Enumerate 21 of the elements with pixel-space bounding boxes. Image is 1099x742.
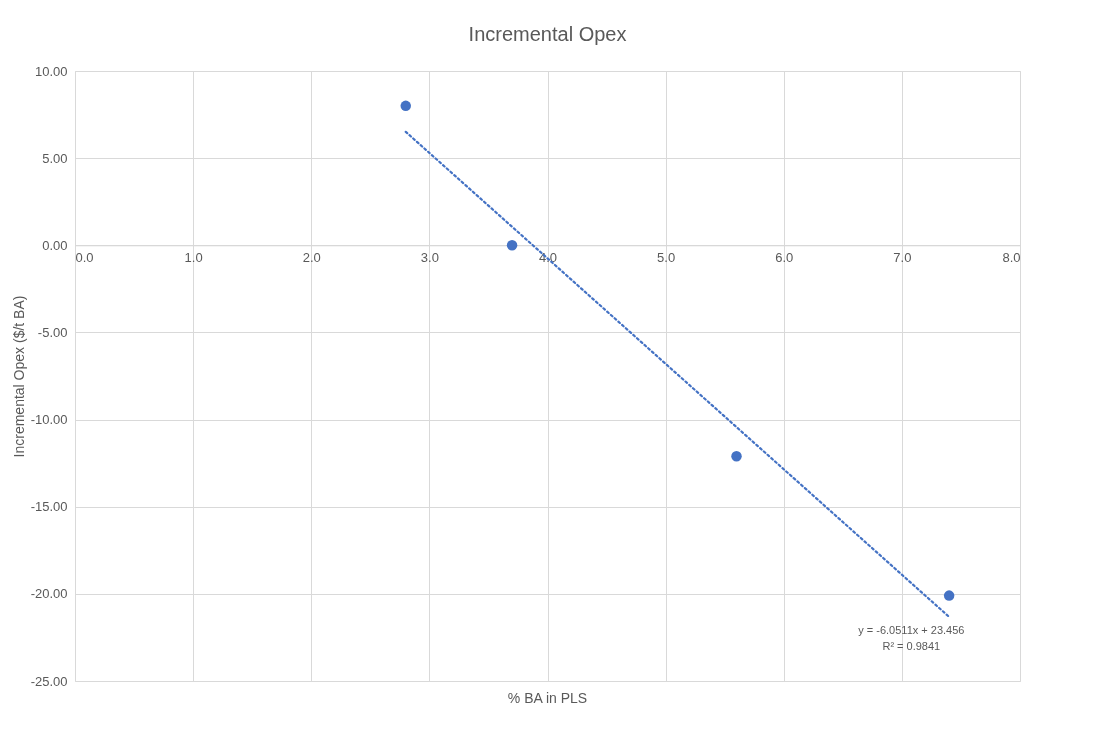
y-tick-label: -15.00 xyxy=(30,499,68,515)
x-tick-label: 6.0 xyxy=(775,249,794,265)
x-axis-title: % BA in PLS xyxy=(507,690,588,706)
x-tick-label: 8.0 xyxy=(1002,249,1021,265)
y-tick-label: -10.00 xyxy=(30,412,68,428)
x-tick-label: 1.0 xyxy=(184,249,203,265)
x-tick-label: 3.0 xyxy=(420,249,439,265)
x-tick-label: 5.0 xyxy=(657,249,676,265)
x-tick-label: 7.0 xyxy=(893,249,912,265)
x-tick-label: 0.0 xyxy=(75,249,94,265)
y-tick-label: 10.00 xyxy=(34,63,68,79)
annotation: R² = 0.9841 xyxy=(882,639,941,652)
y-axis-title: Incremental Opex ($/t BA) xyxy=(10,295,27,458)
x-tick-label: 2.0 xyxy=(302,249,321,265)
chart-title: Incremental Opex xyxy=(468,23,627,45)
y-tick-label: -5.00 xyxy=(37,324,68,340)
y-tick-label: -20.00 xyxy=(30,586,68,602)
y-tick-label: 0.00 xyxy=(42,237,68,253)
y-tick-label: 5.00 xyxy=(42,150,68,166)
annotation: y = -6.0511x + 23.456 xyxy=(858,623,965,636)
y-tick-label: -25.00 xyxy=(30,673,68,689)
